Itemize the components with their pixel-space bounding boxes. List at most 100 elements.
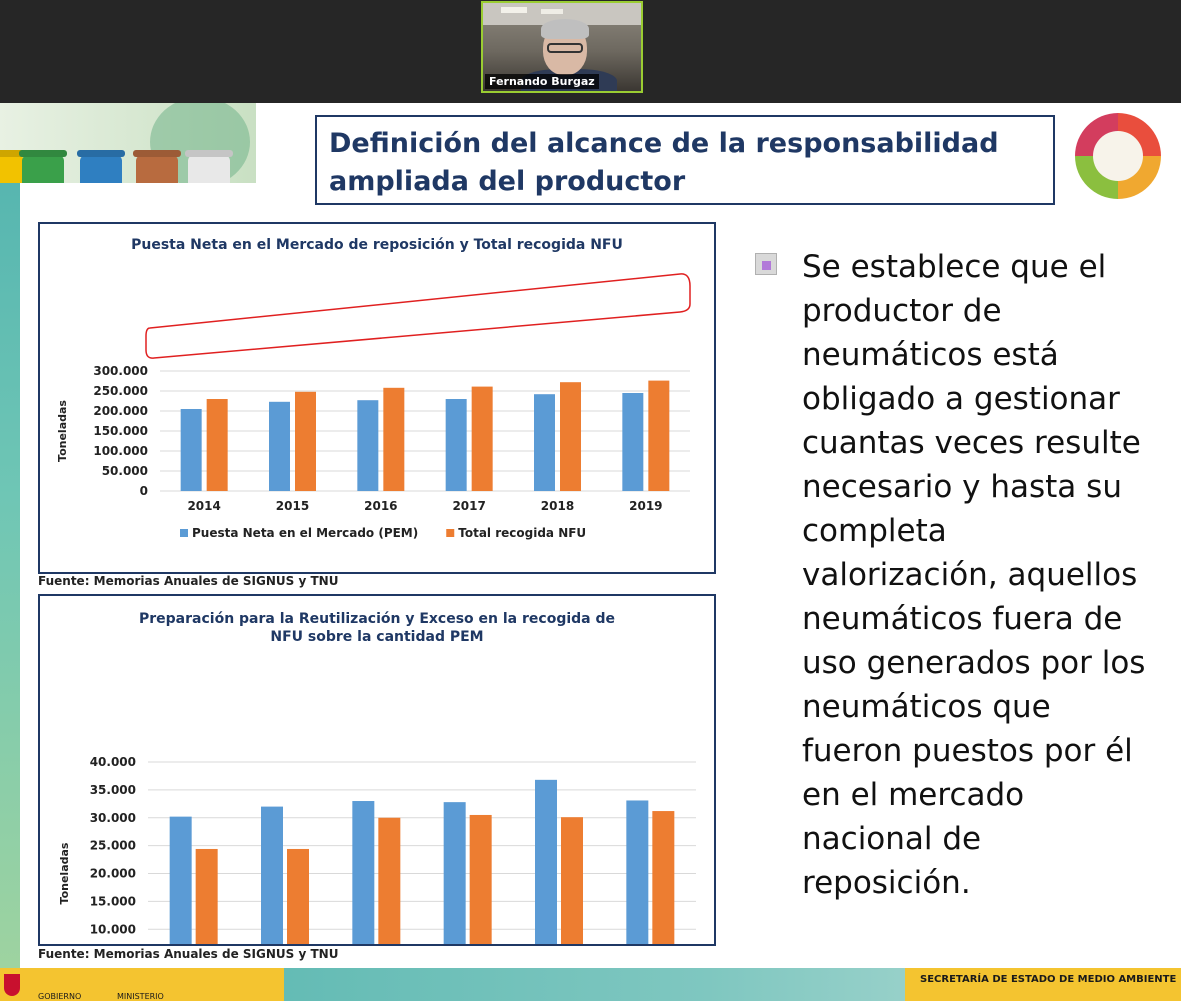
bar-series-1 bbox=[535, 779, 557, 985]
bin-icon bbox=[80, 155, 122, 183]
bar-series-2 bbox=[206, 399, 228, 491]
y-tick-label: 100.000 bbox=[93, 444, 148, 458]
slide-title-line: ampliada del productor bbox=[329, 166, 686, 197]
presentation-slide: Definición del alcance de la responsabil… bbox=[0, 103, 1181, 1001]
bar-series-1 bbox=[445, 399, 467, 491]
bar-series-2 bbox=[560, 382, 581, 491]
bullet-text-line: nacional de bbox=[802, 821, 982, 857]
video-lamp bbox=[501, 7, 527, 13]
bullet-text-line: completa bbox=[802, 513, 947, 549]
bin-icon bbox=[0, 155, 24, 183]
coat-of-arms-icon bbox=[4, 974, 20, 996]
x-tick-label: 2015 bbox=[276, 499, 309, 513]
participant-video-tile[interactable]: Fernando Burgaz bbox=[481, 1, 643, 93]
slide-title: Definición del alcance de la responsabil… bbox=[329, 125, 999, 201]
bar-series-2 bbox=[471, 386, 493, 491]
bar-series-2 bbox=[383, 387, 405, 491]
chart-2-source: Fuente: Memorias Anuales de SIGNUS y TNU bbox=[38, 947, 339, 961]
chart-1: Puesta Neta en el Mercado de reposición … bbox=[56, 237, 691, 540]
chart-title: NFU sobre la cantidad PEM bbox=[270, 629, 483, 645]
circular-economy-wheel-icon bbox=[1075, 113, 1161, 199]
bar-series-2 bbox=[652, 811, 675, 985]
bullet-text-line: fueron puestos por él bbox=[802, 733, 1133, 769]
bullet-text-line: Se establece que el bbox=[802, 249, 1107, 285]
video-lamp bbox=[541, 9, 563, 14]
y-tick-label: 150.000 bbox=[93, 424, 148, 438]
bin-icon bbox=[22, 155, 64, 183]
y-tick-label: 0 bbox=[140, 484, 148, 498]
chart-1-source: Fuente: Memorias Anuales de SIGNUS y TNU bbox=[38, 574, 339, 588]
legend-swatch bbox=[446, 529, 455, 537]
y-tick-label: 300.000 bbox=[93, 364, 148, 378]
meeting-topbar: Fernando Burgaz bbox=[0, 0, 1181, 103]
y-tick-label: 25.000 bbox=[90, 839, 136, 853]
footer-gobierno: GOBIERNO bbox=[38, 992, 82, 1001]
x-tick-label: 2018 bbox=[541, 499, 574, 513]
slide-title-box: Definición del alcance de la responsabil… bbox=[315, 115, 1055, 205]
bar-series-2 bbox=[195, 848, 218, 985]
bar-series-2 bbox=[287, 848, 309, 985]
video-person-hair bbox=[541, 19, 589, 39]
slide-title-line: Definición del alcance de la responsabil… bbox=[329, 128, 999, 159]
bin-icon bbox=[188, 155, 230, 183]
chart-2: Preparación para la Reutilización y Exce… bbox=[58, 611, 696, 1001]
bar-series-1 bbox=[357, 400, 379, 491]
chart-panel-1: Puesta Neta en el Mercado de reposición … bbox=[38, 222, 716, 574]
bar-series-1 bbox=[626, 800, 649, 985]
legend-entry: Total recogida NFU bbox=[458, 526, 586, 540]
bullet-text-line: valorización, aquellos bbox=[802, 557, 1138, 593]
footer-gov-band bbox=[0, 968, 284, 1001]
chart-panel-2: Preparación para la Reutilización y Exce… bbox=[38, 594, 716, 1001]
y-tick-label: 40.000 bbox=[90, 755, 136, 769]
participant-name: Fernando Burgaz bbox=[485, 74, 599, 89]
x-tick-label: 2017 bbox=[452, 499, 485, 513]
bar-series-2 bbox=[561, 817, 583, 985]
footer-secretaria-band bbox=[905, 968, 1181, 1001]
bar-series-1 bbox=[622, 393, 644, 491]
y-tick-label: 20.000 bbox=[90, 867, 136, 881]
bar-series-2 bbox=[648, 380, 670, 491]
bin-icon bbox=[136, 155, 178, 183]
y-tick-label: 50.000 bbox=[102, 464, 148, 478]
highlight-annotation bbox=[145, 273, 691, 359]
bar-series-1 bbox=[534, 394, 555, 491]
y-tick-label: 35.000 bbox=[90, 783, 136, 797]
bar-series-2 bbox=[469, 814, 492, 985]
x-tick-label: 2014 bbox=[187, 499, 220, 513]
slide-footer: GOBIERNO MINISTERIO SECRETARÍA DE ESTADO… bbox=[0, 968, 1181, 1001]
bullet-text-line: productor de bbox=[802, 293, 1002, 329]
x-tick-label: 2019 bbox=[629, 499, 662, 513]
chart-title: Puesta Neta en el Mercado de reposición … bbox=[131, 237, 623, 253]
bullet-text-line: neumáticos está bbox=[802, 337, 1059, 373]
bullet-icon bbox=[755, 253, 777, 275]
bar-series-1 bbox=[443, 802, 466, 985]
video-person-glasses bbox=[547, 43, 583, 53]
bullet-text-line: en el mercado bbox=[802, 777, 1025, 813]
bullet-text: Se establece que el productor de neumático… bbox=[802, 245, 1172, 905]
bar-series-2 bbox=[295, 391, 316, 491]
y-axis-label: Toneladas bbox=[58, 842, 71, 904]
y-tick-label: 30.000 bbox=[90, 811, 136, 825]
bar-series-1 bbox=[180, 409, 202, 491]
legend-swatch bbox=[180, 529, 188, 537]
bar-series-1 bbox=[169, 816, 192, 985]
bar-series-2 bbox=[378, 817, 401, 985]
bullet-text-line: necesario y hasta su bbox=[802, 469, 1122, 505]
y-tick-label: 250.000 bbox=[93, 384, 148, 398]
bullet-text-line: neumáticos que bbox=[802, 689, 1051, 725]
x-tick-label: 2016 bbox=[364, 499, 397, 513]
slide-left-strip bbox=[0, 183, 20, 968]
y-tick-label: 10.000 bbox=[90, 922, 136, 936]
bullet-text-line: neumáticos fuera de bbox=[802, 601, 1123, 637]
bullet-text-line: reposición. bbox=[802, 865, 971, 901]
bullet-text-line: obligado a gestionar bbox=[802, 381, 1120, 417]
chart-title: Preparación para la Reutilización y Exce… bbox=[139, 611, 615, 627]
bullet-text-line: cuantas veces resulte bbox=[802, 425, 1141, 461]
legend-entry: Puesta Neta en el Mercado (PEM) bbox=[192, 526, 418, 540]
footer-ministerio: MINISTERIO bbox=[117, 992, 164, 1001]
y-tick-label: 15.000 bbox=[90, 894, 136, 908]
bar-series-1 bbox=[261, 806, 283, 985]
bullet-text-line: uso generados por los bbox=[802, 645, 1146, 681]
bar-series-1 bbox=[269, 401, 290, 491]
bar-series-1 bbox=[352, 801, 375, 985]
